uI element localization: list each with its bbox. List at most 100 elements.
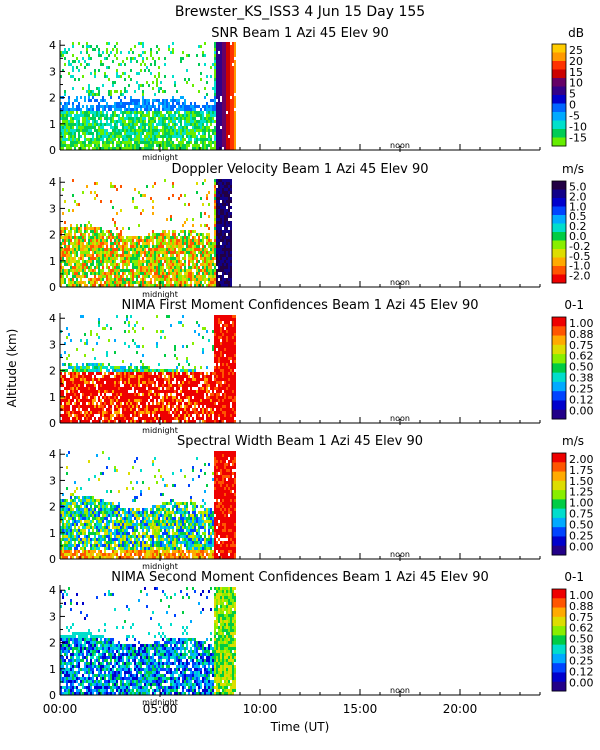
data-cell [232, 147, 234, 150]
data-cell [88, 266, 90, 269]
data-cell [222, 384, 224, 387]
data-cell [148, 257, 150, 260]
data-cell [220, 363, 222, 366]
data-cell [124, 381, 126, 384]
data-cell [198, 126, 200, 129]
data-cell [226, 221, 228, 224]
data-cell [104, 405, 106, 408]
data-cell [104, 72, 106, 75]
data-cell [188, 384, 190, 387]
data-cell [168, 126, 170, 129]
data-cell [168, 378, 170, 381]
data-cell [226, 48, 228, 51]
data-cell [158, 114, 160, 117]
data-cell [220, 72, 222, 75]
data-cell [146, 99, 148, 102]
data-cell [122, 417, 124, 420]
data-cell [192, 272, 194, 275]
data-cell [216, 372, 218, 375]
data-cell [198, 414, 200, 417]
data-cell [220, 266, 222, 269]
data-cell [64, 132, 66, 135]
data-cell [192, 248, 194, 251]
data-cell [172, 284, 174, 287]
data-cell [60, 402, 62, 405]
data-cell [182, 147, 184, 150]
data-cell [130, 135, 132, 138]
data-cell [232, 75, 234, 78]
data-cell [204, 117, 206, 120]
data-cell [218, 339, 220, 342]
data-cell [104, 117, 106, 120]
data-cell [174, 266, 176, 269]
data-cell [222, 218, 224, 221]
data-cell [202, 266, 204, 269]
data-cell [170, 387, 172, 390]
data-cell [158, 396, 160, 399]
data-cell [218, 251, 220, 254]
data-cell [228, 66, 230, 69]
data-cell [134, 242, 136, 245]
data-cell [180, 141, 182, 144]
data-cell [92, 230, 94, 233]
data-cell [230, 224, 232, 227]
data-cell [192, 135, 194, 138]
data-cell [218, 87, 220, 90]
data-cell [188, 363, 190, 366]
data-cell [104, 420, 106, 423]
data-cell [220, 179, 222, 182]
data-cell [70, 375, 72, 378]
data-cell [218, 42, 220, 45]
data-cell [148, 378, 150, 381]
data-cell [150, 135, 152, 138]
data-cell [172, 263, 174, 266]
data-cell [212, 399, 214, 402]
data-cell [234, 42, 236, 45]
data-cell [68, 396, 70, 399]
data-cell [196, 114, 198, 117]
data-cell [106, 138, 108, 141]
data-cell [146, 108, 148, 111]
data-cell [94, 120, 96, 123]
data-cell [142, 405, 144, 408]
data-cell [218, 227, 220, 230]
data-cell [98, 275, 100, 278]
data-cell [170, 215, 172, 218]
data-cell [100, 399, 102, 402]
data-cell [168, 239, 170, 242]
data-cell [154, 281, 156, 284]
data-cell [72, 269, 74, 272]
data-cell [94, 233, 96, 236]
data-cell [232, 132, 234, 135]
data-cell [94, 284, 96, 287]
data-cell [226, 215, 228, 218]
data-cell [140, 63, 142, 66]
data-cell [132, 396, 134, 399]
data-cell [206, 144, 208, 147]
data-cell [198, 233, 200, 236]
data-cell [118, 144, 120, 147]
data-cell [148, 284, 150, 287]
data-cell [98, 105, 100, 108]
data-cell [72, 129, 74, 132]
data-cell [64, 411, 66, 414]
data-cell [72, 272, 74, 275]
data-cell [170, 402, 172, 405]
data-cell [98, 324, 100, 327]
data-cell [212, 111, 214, 114]
data-cell [222, 405, 224, 408]
data-cell [72, 251, 74, 254]
data-cell [60, 141, 62, 144]
data-cell [190, 393, 192, 396]
data-cell [230, 63, 232, 66]
data-cell [82, 420, 84, 423]
data-cell [204, 408, 206, 411]
data-cell [186, 81, 188, 84]
data-cell [108, 233, 110, 236]
data-cell [104, 272, 106, 275]
data-cell [92, 120, 94, 123]
data-cell [192, 132, 194, 135]
data-cell [70, 399, 72, 402]
data-cell [194, 117, 196, 120]
data-cell [102, 402, 104, 405]
